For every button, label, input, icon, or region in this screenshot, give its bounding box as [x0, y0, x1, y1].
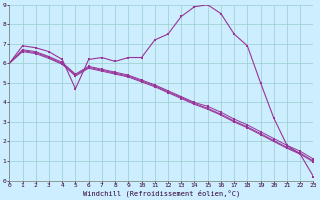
- X-axis label: Windchill (Refroidissement éolien,°C): Windchill (Refroidissement éolien,°C): [83, 190, 240, 197]
